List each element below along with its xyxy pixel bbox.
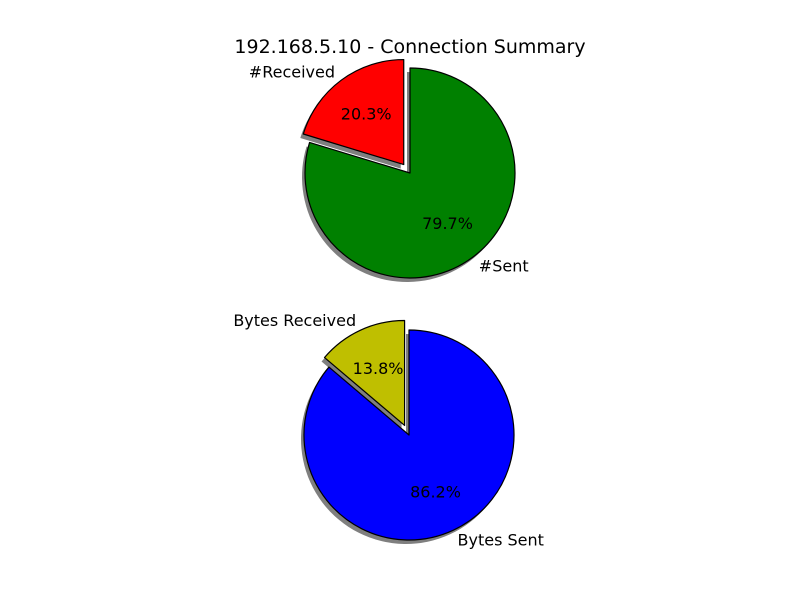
wedge-label-sent: #Sent xyxy=(479,256,529,275)
pie-bytes: Bytes Received 13.8% Bytes Sent 86.2% xyxy=(233,311,544,549)
wedge-label-bytes-sent: Bytes Sent xyxy=(458,530,544,549)
pie-connections: #Received 20.3% #Sent 79.7% xyxy=(249,58,529,282)
wedge-label-bytes-received: Bytes Received xyxy=(233,311,356,330)
wedge-percent-bytes-received: 13.8% xyxy=(353,359,404,378)
wedge-percent-sent: 79.7% xyxy=(422,214,473,233)
wedge-percent-received: 20.3% xyxy=(341,104,392,123)
wedge-percent-bytes-sent: 86.2% xyxy=(410,483,461,502)
wedge-label-received: #Received xyxy=(249,62,335,81)
wedge-bytes-sent xyxy=(303,329,515,541)
figure-title: 192.168.5.10 - Connection Summary xyxy=(234,36,585,58)
wedge-bytes-received xyxy=(323,319,406,427)
wedge-received xyxy=(302,58,405,166)
wedge-sent xyxy=(304,67,516,279)
